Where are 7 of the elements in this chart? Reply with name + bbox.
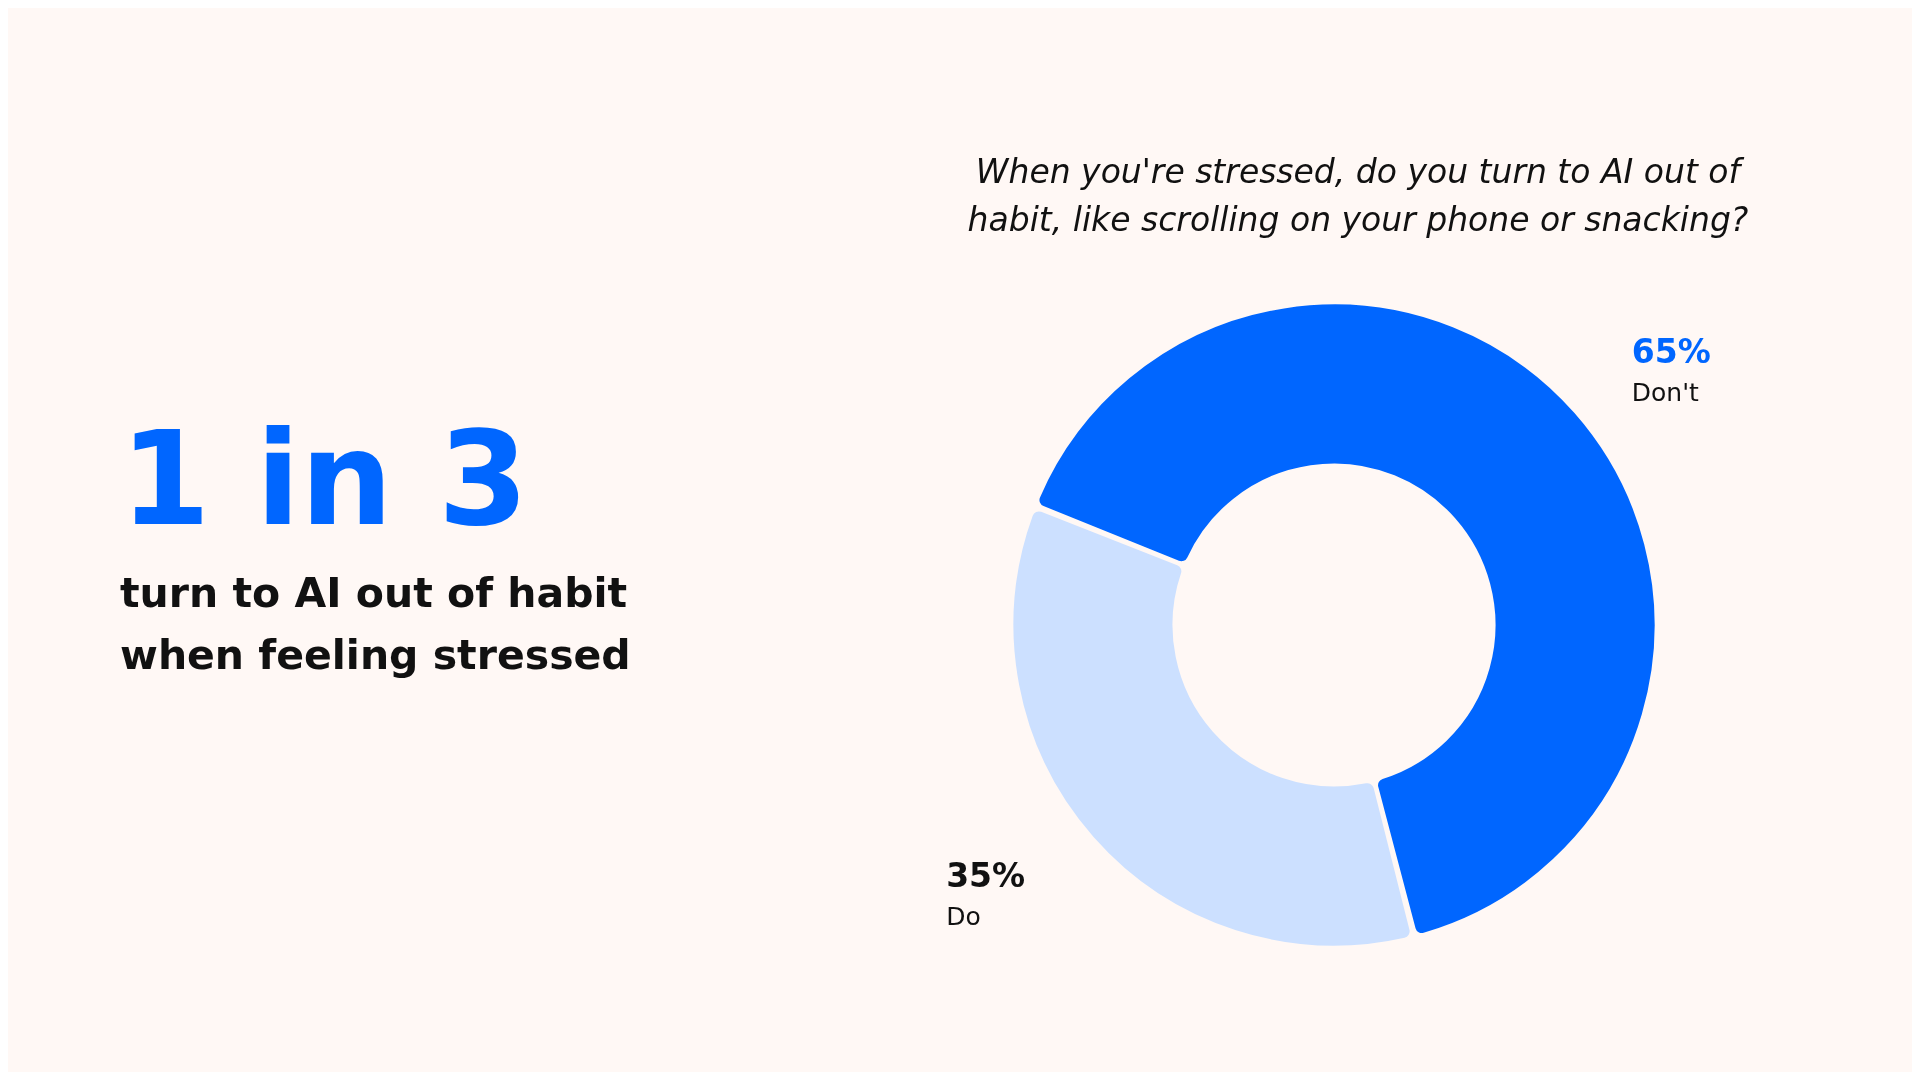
- chart-title: When you're stressed, do you turn to AI out of habit, like scrolling on your phone or snacking?: [966, 151, 1750, 241]
- slice-label: Do: [946, 902, 981, 932]
- data-label: 65%: [1631, 331, 1711, 371]
- data-label: 35%: [946, 856, 1026, 896]
- text: 1 in 3: [120, 403, 529, 555]
- slice-label: Don't: [1631, 377, 1700, 407]
- text: turn to AI out of habit when feeling stressed: [120, 568, 632, 681]
